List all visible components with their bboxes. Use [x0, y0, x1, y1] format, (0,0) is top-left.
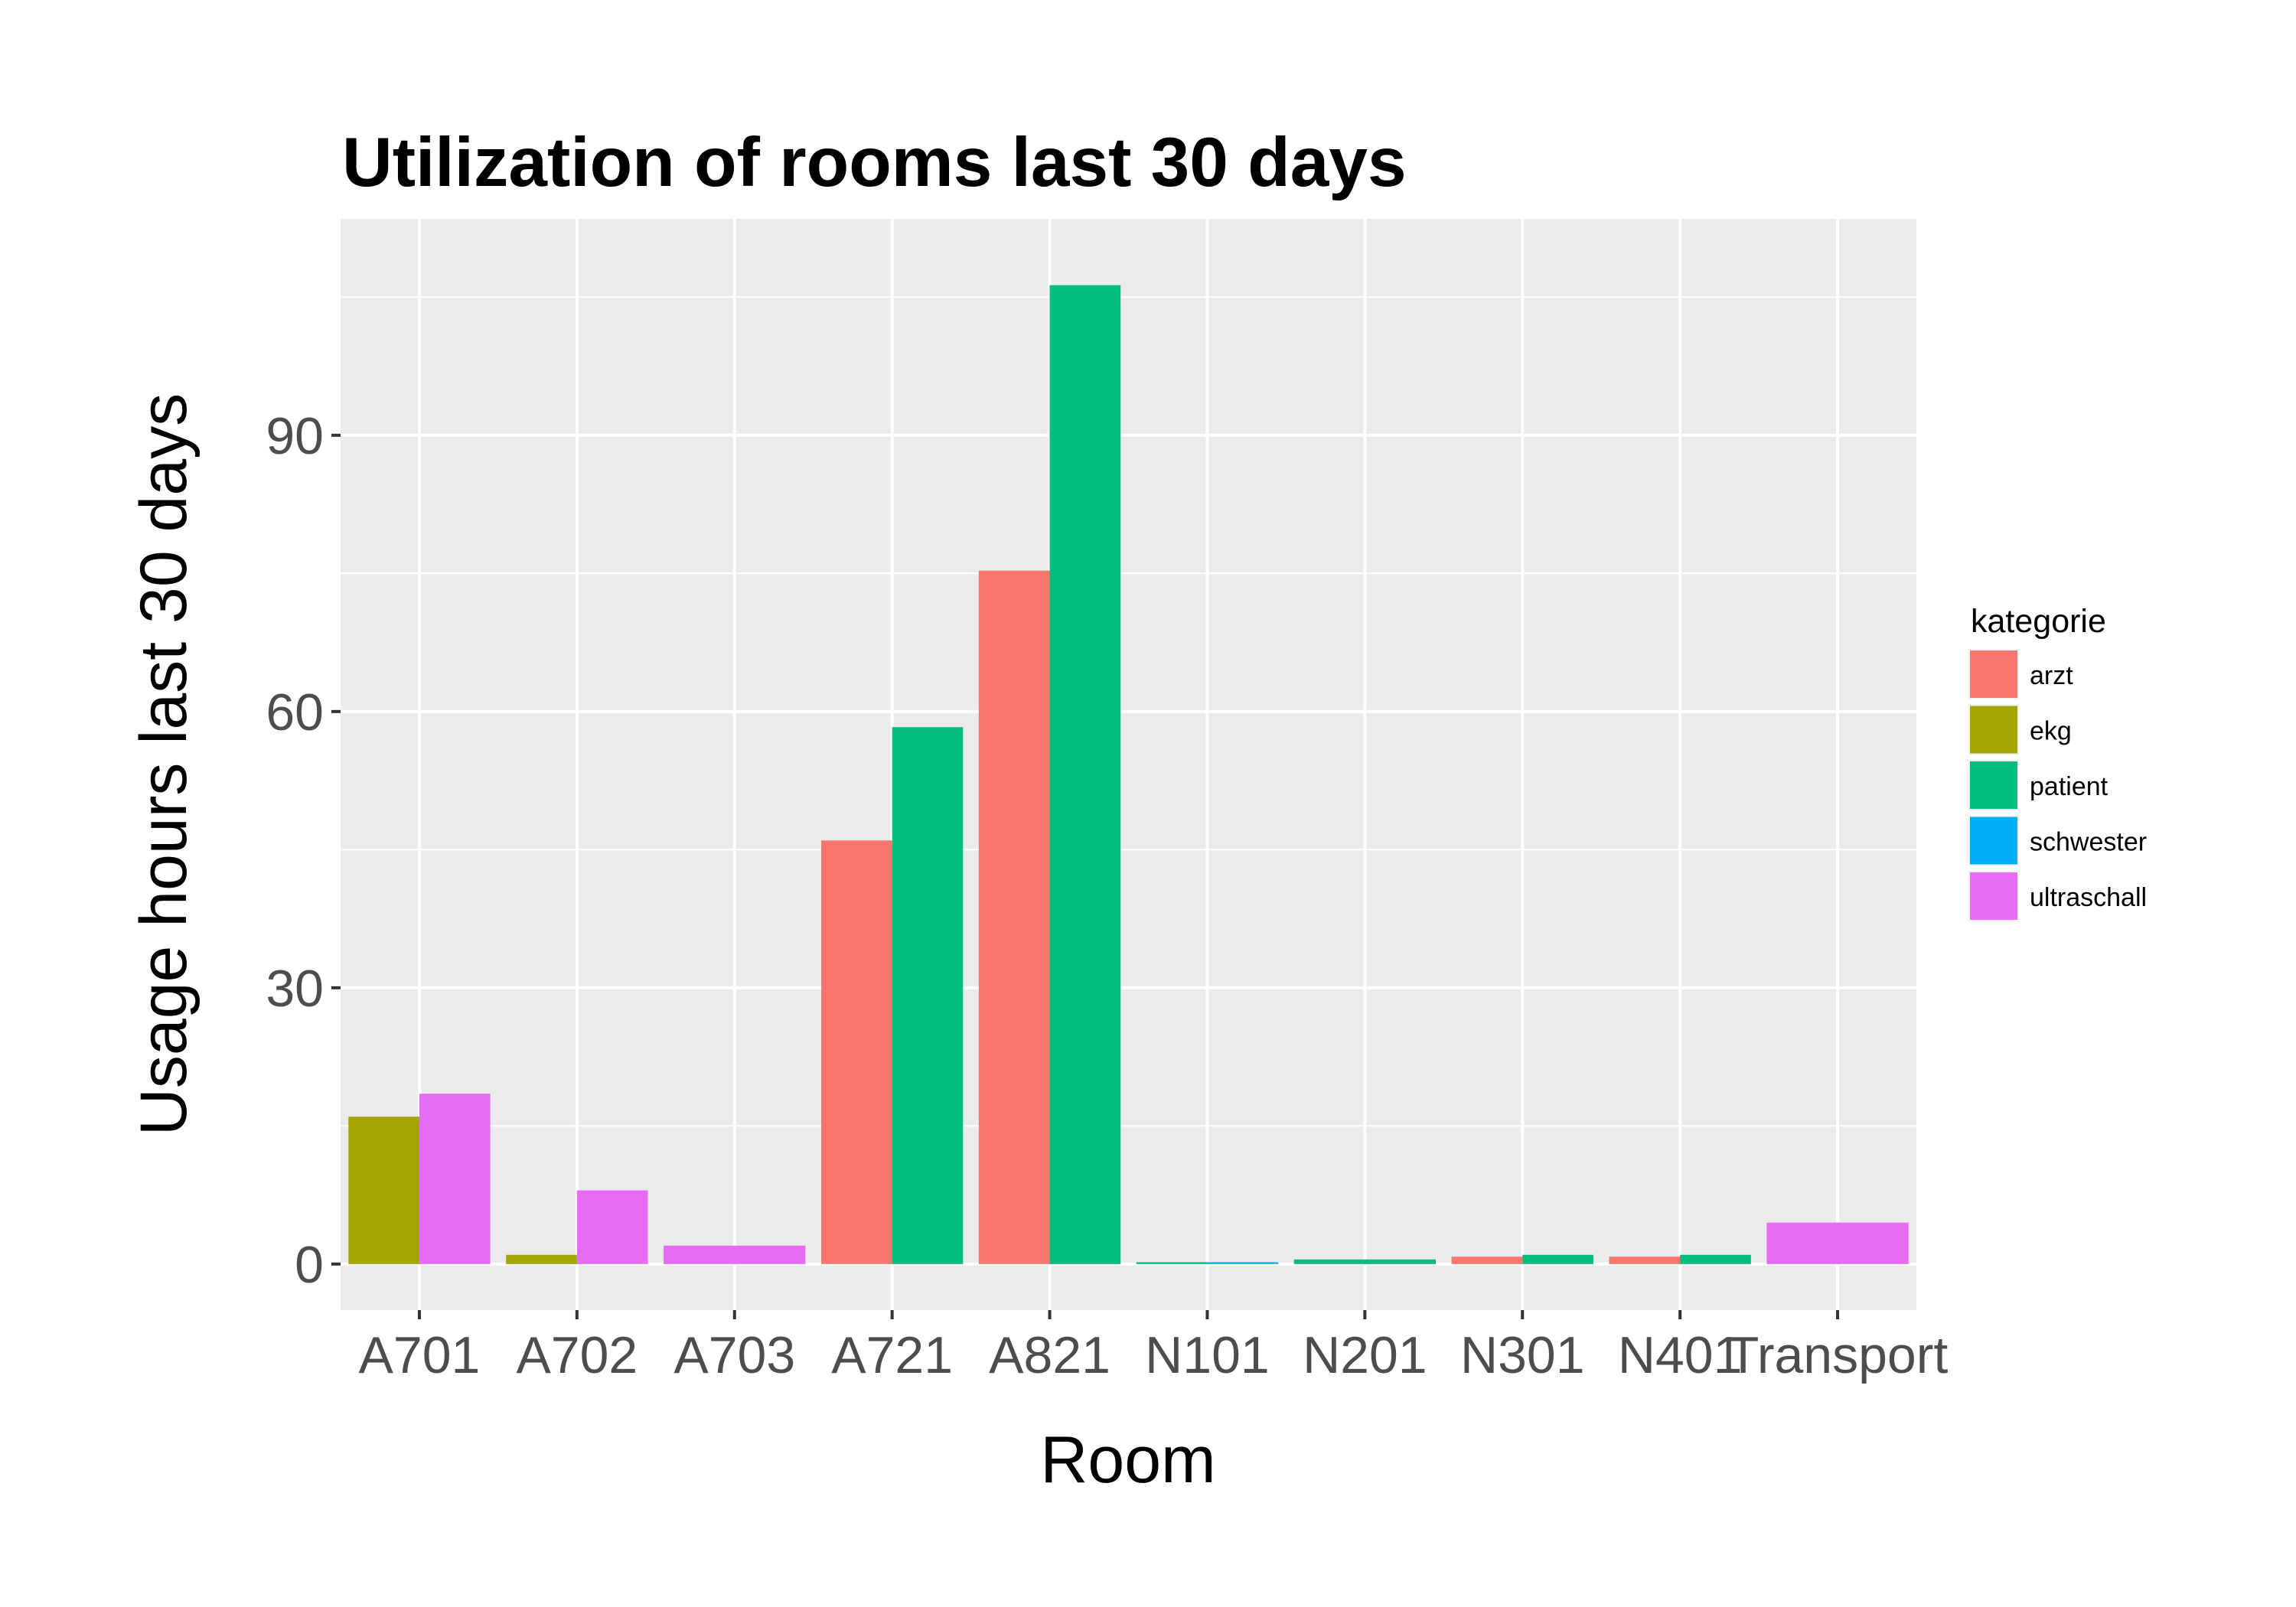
chart-title: Utilization of rooms last 30 days	[342, 124, 1407, 201]
y-axis-title: Usage hours last 30 days	[127, 393, 201, 1136]
y-axis: 0 30 60 90	[266, 407, 341, 1294]
legend-swatch-ultraschall	[1970, 872, 2017, 920]
bar-A821-arzt	[978, 570, 1050, 1264]
bar-N301-patient	[1522, 1254, 1593, 1264]
x-tick-label: N201	[1303, 1326, 1427, 1384]
legend-label-arzt: arzt	[2030, 661, 2073, 690]
bar-N301-arzt	[1451, 1257, 1523, 1264]
legend: kategorie arzt ekg patient schwester ultrasc…	[1968, 603, 2147, 921]
bar-A702-ultraschall	[576, 1190, 648, 1264]
legend-title: kategorie	[1971, 603, 2106, 640]
bars	[348, 285, 1909, 1264]
bar-A702-ekg	[506, 1254, 577, 1264]
bar-A701-ekg	[348, 1116, 419, 1264]
legend-label-ekg: ekg	[2030, 717, 2072, 746]
bar-N201-patient	[1293, 1259, 1437, 1264]
x-axis: A701 A702 A703 A721 A821 N101 N201 N301 N401Tran…	[359, 1310, 1949, 1384]
plot-background	[341, 219, 1916, 1310]
legend-label-ultraschall: ultraschall	[2030, 883, 2147, 912]
x-tick-label: A701	[359, 1326, 481, 1384]
legend-swatch-patient	[1970, 761, 2017, 809]
x-tick-label: A821	[989, 1326, 1110, 1384]
y-tick-label: 60	[266, 683, 324, 742]
x-tick-label: A721	[831, 1326, 953, 1384]
y-tick-label: 90	[266, 407, 324, 465]
x-tick-label: N301	[1460, 1326, 1585, 1384]
x-axis-title: Room	[1040, 1423, 1215, 1497]
bar-A701-ultraschall	[419, 1094, 491, 1264]
legend-swatch-arzt	[1970, 650, 2017, 698]
legend-label-schwester: schwester	[2030, 828, 2147, 857]
legend-label-patient: patient	[2030, 772, 2108, 801]
x-tick-label: N101	[1145, 1326, 1270, 1384]
grid	[341, 219, 1916, 1310]
legend-items: arzt ekg patient schwester ultraschall	[1968, 649, 2147, 921]
bar-N401-patient	[1680, 1254, 1751, 1264]
y-tick-label: 0	[295, 1236, 324, 1294]
bar-Transport-ultraschall	[1766, 1222, 1909, 1264]
bar-A703-ultraschall	[664, 1245, 806, 1264]
bar-A721-patient	[892, 727, 964, 1264]
bar-N401-arzt	[1609, 1257, 1681, 1264]
bar-A821-patient	[1049, 285, 1121, 1264]
x-tick-label: A702	[516, 1326, 638, 1384]
legend-swatch-schwester	[1970, 817, 2017, 865]
y-tick-label: 30	[266, 960, 324, 1018]
bar-N101-schwester	[1207, 1262, 1279, 1264]
bar-N101-patient	[1136, 1262, 1208, 1264]
legend-swatch-ekg	[1970, 706, 2017, 754]
x-tick-label: N401	[1618, 1326, 1743, 1384]
bar-A721-arzt	[820, 840, 892, 1264]
x-tick-label: Transport	[1727, 1326, 1949, 1384]
x-tick-label: A703	[673, 1326, 795, 1384]
